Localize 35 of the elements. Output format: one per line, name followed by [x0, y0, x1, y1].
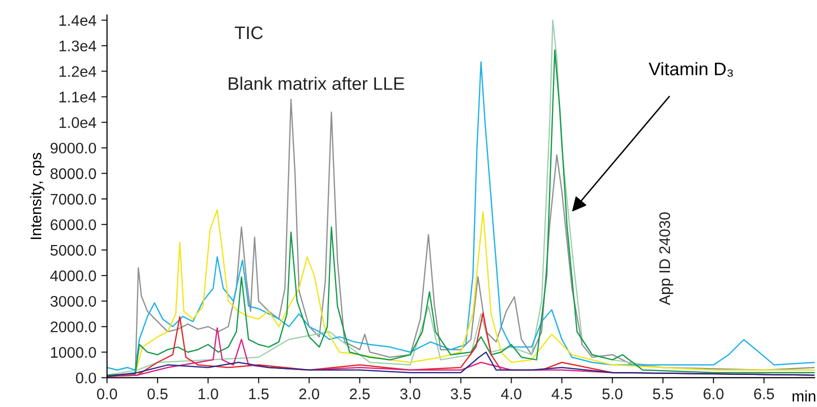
y-tick-label: 1000.0	[51, 347, 96, 358]
x-tick-label: 6.0	[704, 388, 724, 400]
x-tick-label: 2.0	[299, 388, 320, 400]
annotation: App ID 24030	[659, 212, 674, 306]
annotation: Blank matrix after LLE	[228, 76, 404, 90]
x-tick-label: 0.5	[148, 388, 168, 400]
x-tick-label: 1.0	[198, 388, 218, 400]
y-tick-label: 6000.0	[50, 219, 96, 230]
x-tick-label: 5.5	[652, 388, 673, 400]
x-tick-label: 1.5	[249, 388, 269, 400]
y-tick-label: 1.4e4	[60, 15, 96, 26]
x-tick-label: 4.0	[501, 388, 522, 400]
x-tick-label: 5.0	[602, 388, 622, 400]
y-tick-label: 7000.0	[50, 194, 96, 205]
x-tick-label: 0.0	[97, 388, 118, 400]
x-tick-label: 4.5	[552, 388, 572, 400]
y-axis-title: Intensity, cps	[30, 152, 44, 239]
y-tick-label: 1.3e4	[60, 40, 96, 52]
y-tick-label: 5000.0	[50, 244, 96, 256]
annotation: Vitamin D₃	[648, 62, 733, 77]
x-tick-label: 3.5	[450, 388, 471, 400]
y-tick-label: 9000.0	[50, 142, 96, 154]
y-tick-label: 3000.0	[50, 296, 96, 307]
x-tick-label: 3.0	[400, 388, 420, 400]
y-tick-label: 1.0e4	[60, 117, 96, 128]
y-tick-label: 1.2e4	[60, 66, 96, 77]
y-tick-label: 4000.0	[50, 270, 96, 282]
x-tick-label: 2.5	[350, 388, 370, 400]
x-tick-label: 6.5	[754, 388, 774, 400]
y-tick-label: 8000.0	[50, 168, 96, 180]
y-tick-label: 1.1e4	[60, 92, 96, 102]
x-axis-title: min	[792, 390, 816, 402]
y-tick-label: 2000.0	[50, 321, 96, 332]
annotation: TIC	[234, 26, 263, 40]
y-tick-label: 0.0	[76, 372, 96, 384]
